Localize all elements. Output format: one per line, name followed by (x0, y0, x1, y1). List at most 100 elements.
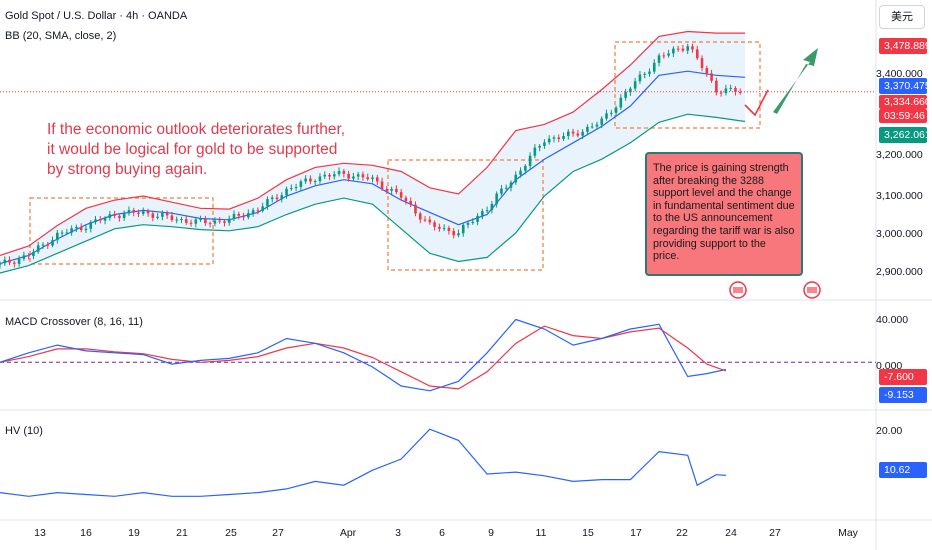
x-tick-6: 6 (439, 527, 445, 539)
us-event-flag-stripes (733, 287, 743, 293)
candle-body (32, 251, 35, 257)
candle-body (395, 188, 398, 193)
candle-body (404, 197, 408, 201)
candle-body (643, 73, 647, 75)
candle-body (213, 220, 217, 224)
candle-body (672, 48, 675, 54)
candle-body (13, 262, 16, 264)
candle-body (189, 222, 193, 224)
candle-body (36, 245, 40, 252)
candle-body (94, 219, 97, 223)
candle-body (309, 178, 312, 182)
x-tick-9: 9 (488, 527, 494, 539)
green-up-arrow (773, 48, 818, 114)
candle-body (447, 227, 451, 232)
bollinger-band-fill (0, 31, 745, 273)
candle-body (719, 92, 723, 94)
candle-body (170, 215, 174, 221)
price-tick-3400: 3,400.000 (876, 68, 923, 80)
candle-body (471, 221, 475, 224)
candle-body (141, 211, 145, 214)
candle-body (294, 187, 298, 189)
macd-signal-line (0, 325, 727, 390)
candle-body (17, 258, 21, 264)
candle-body (581, 131, 584, 136)
candle-body (705, 67, 709, 74)
x-tick-17: 17 (630, 527, 642, 539)
candle-body (557, 137, 561, 140)
candle-body (490, 203, 494, 211)
candle-body (56, 232, 59, 241)
price-tick-2900: 2,900.000 (876, 266, 923, 278)
x-tick-19: 19 (128, 527, 140, 539)
candle-body (280, 195, 284, 200)
candle-body (614, 107, 618, 113)
candle-body (595, 124, 599, 127)
candle-body (715, 80, 718, 93)
candle-body (624, 92, 627, 98)
candle-body (609, 112, 613, 114)
price-tick-3100: 3,100.000 (876, 190, 923, 202)
candle-body (452, 231, 455, 236)
candle-body (686, 46, 689, 51)
bb-indicator-label[interactable]: BB (20, SMA, close, 2) (5, 30, 117, 42)
candle-body (600, 118, 604, 125)
candle-body (180, 219, 183, 221)
candle-body (204, 219, 207, 224)
candle-body (208, 223, 212, 225)
hv-indicator-label[interactable]: HV (10) (5, 425, 43, 437)
x-tick-16: 16 (80, 527, 92, 539)
candle-body (27, 255, 30, 257)
macd-indicator-label[interactable]: MACD Crossover (8, 16, 11) (5, 316, 143, 328)
candle-body (562, 136, 565, 140)
candle-body (533, 147, 537, 156)
candle-body (98, 219, 102, 221)
upper-band-line (0, 30, 745, 256)
candle-body (151, 213, 155, 218)
candle-body (509, 182, 513, 188)
candle-body (519, 170, 522, 175)
candle-body (729, 87, 732, 89)
candle-body (414, 204, 417, 214)
candle-body (504, 187, 508, 189)
candle-body (332, 174, 336, 177)
candle-body (127, 210, 131, 214)
candle-body (156, 216, 159, 218)
candle-body (122, 213, 126, 218)
x-tick-13: 13 (34, 527, 46, 539)
candle-body (79, 226, 83, 231)
basis-badge: 3,370.475 (879, 78, 931, 94)
candle-body (247, 213, 250, 218)
candle-body (146, 211, 150, 214)
candle-body (337, 171, 341, 175)
candle-body (724, 88, 728, 94)
candle-body (22, 255, 26, 259)
candle-body (342, 171, 346, 174)
candle-body (366, 177, 370, 180)
candle-body (524, 165, 527, 171)
x-tick-24: 24 (725, 527, 737, 539)
candle-body (476, 215, 479, 222)
lower-band-badge: 3,262.061 (879, 127, 931, 143)
candle-body (251, 210, 255, 214)
price-callout-note: The price is gaining strength after brea… (645, 152, 803, 276)
currency-selector[interactable]: 美元 (879, 5, 925, 29)
candle-body (390, 188, 393, 191)
candle-body (84, 228, 88, 231)
candle-body (356, 174, 360, 177)
candle-body (285, 188, 288, 196)
x-tick-15: 15 (582, 527, 594, 539)
candle-body (70, 228, 73, 233)
x-tick-11: 11 (535, 527, 547, 539)
candle-body (256, 210, 260, 212)
candle-body (399, 192, 403, 198)
candle-body (466, 223, 470, 225)
candle-body (218, 220, 221, 222)
candle-body (528, 155, 532, 166)
candle-body (586, 126, 589, 132)
candle-body (433, 222, 436, 227)
candle-body (461, 224, 465, 234)
candle-body (51, 240, 54, 246)
price-tick-3000: 3,000.000 (876, 228, 923, 240)
candle-body (328, 174, 331, 177)
